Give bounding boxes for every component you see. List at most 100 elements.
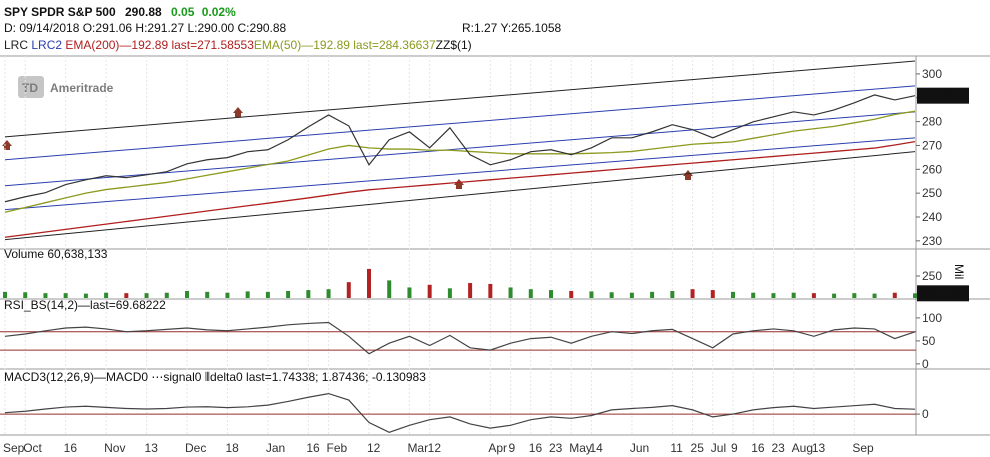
legend-ema200-info: —192.89 last=271.58553 <box>119 38 254 52</box>
bar <box>609 292 614 298</box>
panel-title: MACD3(12,26,9)—MACD0 ⋯signal0 ⦀delta0 la… <box>4 370 426 384</box>
last-tag: 290.88 <box>921 89 958 103</box>
bar <box>447 288 452 298</box>
value-line <box>4 94 916 203</box>
bar <box>569 290 574 298</box>
y-tick-label: 270 <box>922 138 942 152</box>
bar <box>346 282 351 298</box>
legend-lrc2: LRC2 <box>31 38 62 52</box>
last-price: 290.88 <box>125 5 162 19</box>
bar <box>225 292 230 298</box>
legend-ema50-info: —192.89 last=284.36637 <box>301 38 436 52</box>
bar <box>265 291 270 298</box>
x-tick-label: Apr <box>488 441 507 455</box>
bar <box>164 292 169 298</box>
bar <box>832 293 837 298</box>
bar <box>387 280 392 298</box>
logo-mark: TD <box>22 81 38 95</box>
y-tick-label: 50 <box>922 334 936 348</box>
bar <box>468 283 473 298</box>
regression-line <box>4 85 916 161</box>
series-line <box>4 110 916 213</box>
x-tick-label: Feb <box>327 441 348 455</box>
regression-line <box>4 137 916 211</box>
bar <box>205 291 210 298</box>
panel-title: Volume 60,638,133 <box>4 247 108 261</box>
x-tick-label: 23 <box>771 441 785 455</box>
y-tick-label: 250 <box>922 186 942 200</box>
bar <box>549 290 553 298</box>
bar <box>306 290 311 298</box>
value-line <box>4 321 916 355</box>
bar <box>528 289 533 298</box>
bar <box>286 290 291 298</box>
y-tick-label: 260 <box>922 162 942 176</box>
legend-ema50: EMA(50) <box>254 38 301 52</box>
legend-zz: ZZ$(1) <box>436 38 472 52</box>
x-tick-label: Aug <box>792 441 813 455</box>
marker <box>233 107 243 117</box>
bar <box>811 293 816 298</box>
header-line: SPY SPDR S&P 500 290.88 0.05 0.02% <box>4 5 236 19</box>
x-tick-label: Jun <box>630 441 649 455</box>
bar <box>710 290 715 298</box>
bar <box>791 292 796 298</box>
x-tick-label: Nov <box>104 441 125 455</box>
panel-info: —last=69.68222 <box>78 298 166 312</box>
bar <box>872 293 877 298</box>
bar <box>488 283 493 298</box>
x-tick-label: 9 <box>509 441 516 455</box>
y-tick-label: 250 <box>922 269 942 283</box>
x-tick-label: Mar <box>407 441 428 455</box>
marker <box>2 140 12 150</box>
bar <box>731 291 735 298</box>
bar <box>427 284 432 298</box>
ohlc: D: 09/14/2018 O:291.06 H:291.27 L:290.00… <box>4 21 287 35</box>
last-tag-box <box>917 285 969 302</box>
y-tick-label: 230 <box>922 234 942 248</box>
bar <box>913 293 917 298</box>
bar <box>589 291 594 298</box>
bar <box>508 287 513 298</box>
bar <box>650 291 655 298</box>
change-pct: 0.02% <box>202 5 236 19</box>
bar <box>185 290 189 298</box>
x-tick-label: 23 <box>549 441 563 455</box>
x-tick-label: 12 <box>428 441 442 455</box>
x-tick-label: 16 <box>306 441 320 455</box>
bar <box>751 292 756 298</box>
x-tick-label: Oct <box>23 441 42 455</box>
series-line <box>4 141 916 238</box>
x-tick-label: Dec <box>185 441 206 455</box>
bar <box>63 293 68 298</box>
y-tick-label: 0 <box>922 357 929 371</box>
bar <box>3 291 7 298</box>
legend-lrc: LRC <box>4 38 28 52</box>
x-tick-label: 14 <box>589 441 603 455</box>
unit-label: Mil <box>952 264 966 279</box>
x-tick-label: Jul <box>711 441 726 455</box>
y-tick-label: 100 <box>922 311 942 325</box>
bar <box>629 292 634 298</box>
bar <box>771 293 776 298</box>
logo-box <box>18 76 44 98</box>
frame <box>0 55 990 436</box>
x-tick-label: 12 <box>367 441 381 455</box>
x-tick-label: 18 <box>225 441 239 455</box>
x-tick-label: 11 <box>670 441 683 455</box>
panel-name: MACD3(12,26,9) <box>4 370 94 384</box>
x-tick-label: Sep <box>852 441 874 455</box>
ohlc-line: D: 09/14/2018 O:291.06 H:291.27 L:290.00… <box>4 21 287 35</box>
x-tick-label: 13 <box>145 441 159 455</box>
x-tick-label: Jan <box>266 441 285 455</box>
bar <box>23 292 28 298</box>
y-tick-label: 280 <box>922 115 942 129</box>
legend-ema200: EMA(200) <box>65 38 119 52</box>
bar <box>104 292 109 298</box>
panel-name: RSI_BS(14,2) <box>4 298 78 312</box>
x-tick-label: 13 <box>812 441 826 455</box>
panel-title: RSI_BS(14,2)—last=69.68222 <box>4 298 166 312</box>
markers <box>2 107 693 189</box>
